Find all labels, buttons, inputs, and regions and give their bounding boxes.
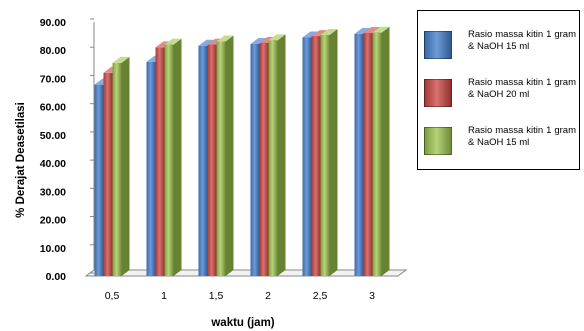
bar: [103, 72, 113, 276]
bar-top: [363, 27, 381, 34]
bar: [146, 61, 156, 276]
bar-side: [225, 35, 234, 277]
y-axis-title: % Derajat Deasetilasi: [15, 102, 27, 218]
y-tick-label: 40.00: [40, 158, 66, 170]
legend-swatch-blue: [424, 31, 452, 59]
bar: [268, 40, 278, 276]
x-tick-label: 2,5: [313, 290, 328, 302]
bar-top: [164, 38, 182, 45]
bar-top: [354, 27, 372, 34]
bar: [250, 44, 260, 276]
bar: [216, 41, 226, 277]
legend-item-series-1: Rasio massa kitin 1 gram & NaOH 15 ml: [424, 29, 576, 63]
bar: [94, 84, 104, 276]
legend-item-series-3: Rasio massa kitin 1 gram & NaOH 15 ml: [424, 125, 576, 159]
bar: [198, 45, 208, 276]
y-tick-label: 30.00: [40, 186, 66, 198]
bar-top: [320, 28, 338, 35]
bar: [155, 47, 165, 277]
y-tick-label: 90.00: [40, 17, 66, 29]
bar: [363, 33, 373, 276]
bar: [354, 33, 364, 276]
y-tick-label: 10.00: [40, 243, 66, 255]
bar-side: [381, 26, 390, 277]
y-tick-label: 70.00: [40, 73, 66, 85]
x-tick-label: 3: [369, 290, 375, 302]
legend-swatch-red: [424, 79, 452, 107]
bar-side: [277, 34, 286, 276]
bar: [320, 34, 330, 276]
bar: [259, 42, 269, 276]
bar-side: [173, 38, 182, 277]
bar-top: [268, 34, 286, 41]
bar: [112, 62, 122, 276]
bar: [164, 44, 174, 277]
bar: [302, 37, 312, 277]
legend-label: Rasio massa kitin 1 gram & NaOH 15 ml: [468, 29, 576, 52]
legend-label: Rasio massa kitin 1 gram & NaOH 15 ml: [468, 125, 576, 148]
legend-item-series-2: Rasio massa kitin 1 gram & NaOH 20 ml: [424, 77, 576, 111]
bar-top: [216, 35, 234, 42]
legend-label: Rasio massa kitin 1 gram & NaOH 20 ml: [468, 77, 576, 100]
bar: [207, 44, 217, 277]
bar-top: [112, 56, 130, 63]
x-axis-title: waktu (jam): [210, 317, 274, 329]
y-tick-label: 50.00: [40, 130, 66, 142]
x-tick-label: 2: [265, 290, 271, 302]
bar: [372, 32, 382, 277]
legend-swatch-green: [424, 127, 452, 155]
y-tick-label: 80.00: [40, 45, 66, 57]
y-tick-label: 20.00: [40, 215, 66, 227]
bar-top: [311, 30, 329, 37]
x-tick-label: 0,5: [105, 290, 120, 302]
bar-top: [302, 31, 320, 38]
x-tick-label: 1,5: [209, 290, 224, 302]
bar-side: [329, 28, 338, 276]
legend: Rasio massa kitin 1 gram & NaOH 15 ml Ra…: [417, 10, 580, 170]
y-tick-label: 60.00: [40, 102, 66, 114]
bar-top: [372, 26, 390, 33]
x-tick-label: 1: [161, 290, 167, 302]
bar: [311, 36, 321, 276]
bar-top: [250, 38, 268, 45]
y-tick-label: 0.00: [46, 271, 67, 283]
bar-top: [198, 39, 216, 46]
bar-side: [121, 56, 130, 276]
